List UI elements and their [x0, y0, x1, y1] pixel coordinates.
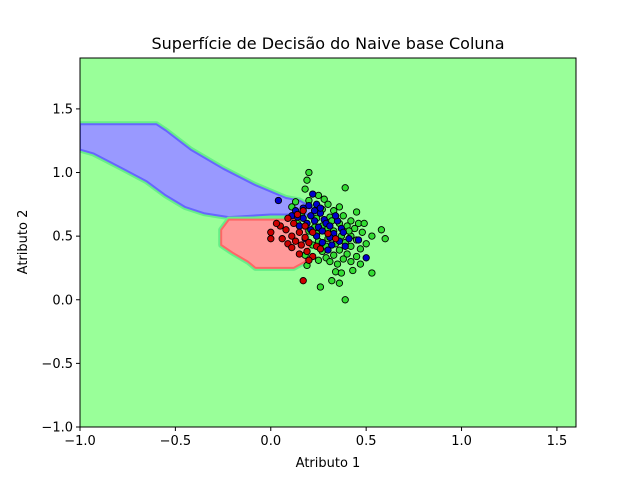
point-blue — [316, 204, 325, 212]
point-green — [316, 283, 325, 291]
point-green — [335, 279, 344, 287]
point-green — [343, 250, 351, 258]
point-green — [341, 296, 349, 304]
point-green — [331, 268, 340, 276]
point-red — [297, 241, 305, 249]
point-green — [324, 200, 332, 208]
point-green — [356, 260, 365, 268]
point-red — [303, 247, 311, 256]
point-green — [358, 228, 366, 236]
point-red — [272, 219, 281, 228]
y-tick-label: −1.0 — [41, 421, 73, 436]
point-green — [291, 198, 300, 206]
point-blue — [309, 190, 317, 198]
point-green — [335, 203, 344, 211]
x-axis: −1.0 −0.5 0.0 0.5 1.0 1.5 — [64, 427, 567, 449]
point-green — [337, 269, 346, 277]
x-tick-label: 0.5 — [356, 434, 377, 449]
point-red — [301, 222, 309, 230]
point-green — [339, 255, 347, 263]
decision-regions — [80, 121, 316, 271]
point-red — [291, 237, 300, 245]
point-red — [309, 228, 317, 236]
point-green — [381, 235, 389, 243]
point-blue — [341, 242, 349, 250]
plot-frame — [79, 57, 577, 428]
x-tick-label: −1.0 — [64, 434, 96, 449]
y-axis: −1.0 −0.5 0.0 0.5 1.0 1.5 — [41, 102, 80, 436]
x-tick-label: −0.5 — [160, 434, 192, 449]
point-green — [330, 251, 338, 259]
point-green — [335, 246, 344, 254]
point-blue — [339, 228, 347, 236]
point-red — [293, 210, 302, 219]
point-red — [290, 219, 298, 228]
point-green — [368, 269, 376, 277]
point-green — [301, 185, 309, 193]
point-red — [288, 243, 296, 252]
scatter-points — [267, 168, 389, 304]
point-red — [299, 207, 307, 215]
x-tick-label: 1.0 — [451, 434, 472, 449]
point-green — [333, 260, 342, 268]
point-red — [305, 256, 313, 264]
point-green — [347, 217, 355, 225]
y-tick-label: 1.5 — [52, 102, 73, 117]
point-green — [352, 208, 361, 216]
point-red — [305, 238, 313, 247]
point-green — [320, 195, 328, 203]
point-green — [349, 266, 357, 275]
point-red — [301, 233, 309, 242]
point-blue — [326, 222, 334, 230]
y-tick-label: 0.5 — [52, 230, 73, 245]
y-tick-label: 0.0 — [52, 293, 73, 308]
point-green — [326, 257, 334, 266]
point-red — [278, 235, 286, 243]
point-red — [267, 235, 275, 243]
point-red — [284, 214, 292, 222]
point-green — [352, 252, 361, 261]
x-axis-label: Atributo 1 — [296, 456, 361, 471]
point-blue — [328, 241, 336, 249]
point-blue — [331, 212, 340, 220]
plot-background-region — [80, 58, 576, 427]
point-blue — [318, 238, 326, 247]
point-green — [377, 226, 386, 234]
point-red — [282, 226, 290, 234]
point-blue — [362, 254, 370, 262]
point-green — [305, 168, 313, 177]
y-tick-label: 1.0 — [52, 166, 73, 181]
point-green — [303, 176, 311, 184]
point-green — [360, 219, 368, 228]
x-tick-label: 0.0 — [260, 434, 281, 449]
x-tick-label: 1.5 — [547, 434, 568, 449]
point-green — [328, 277, 336, 285]
point-red — [316, 245, 325, 253]
point-green — [341, 184, 349, 192]
point-green — [339, 212, 347, 220]
point-blue — [324, 246, 332, 254]
y-tick-label: −0.5 — [41, 357, 73, 372]
point-red — [324, 229, 332, 238]
point-red — [288, 232, 296, 240]
point-blue — [345, 235, 353, 243]
point-green — [314, 256, 323, 264]
point-red — [331, 235, 340, 243]
point-green — [368, 232, 376, 240]
point-green — [356, 245, 365, 253]
chart-title: Superfície de Decisão do Naive base Colu… — [152, 34, 505, 53]
point-red — [295, 228, 304, 236]
point-blue — [274, 196, 283, 205]
point-red — [267, 228, 275, 236]
point-red — [299, 277, 307, 285]
point-green — [314, 191, 323, 200]
point-green — [347, 257, 355, 266]
point-blue — [310, 217, 319, 225]
point-red — [295, 250, 304, 258]
point-blue — [307, 212, 315, 220]
point-blue — [354, 236, 363, 244]
y-axis-label: Atributo 2 — [16, 210, 31, 275]
point-green — [362, 240, 370, 248]
